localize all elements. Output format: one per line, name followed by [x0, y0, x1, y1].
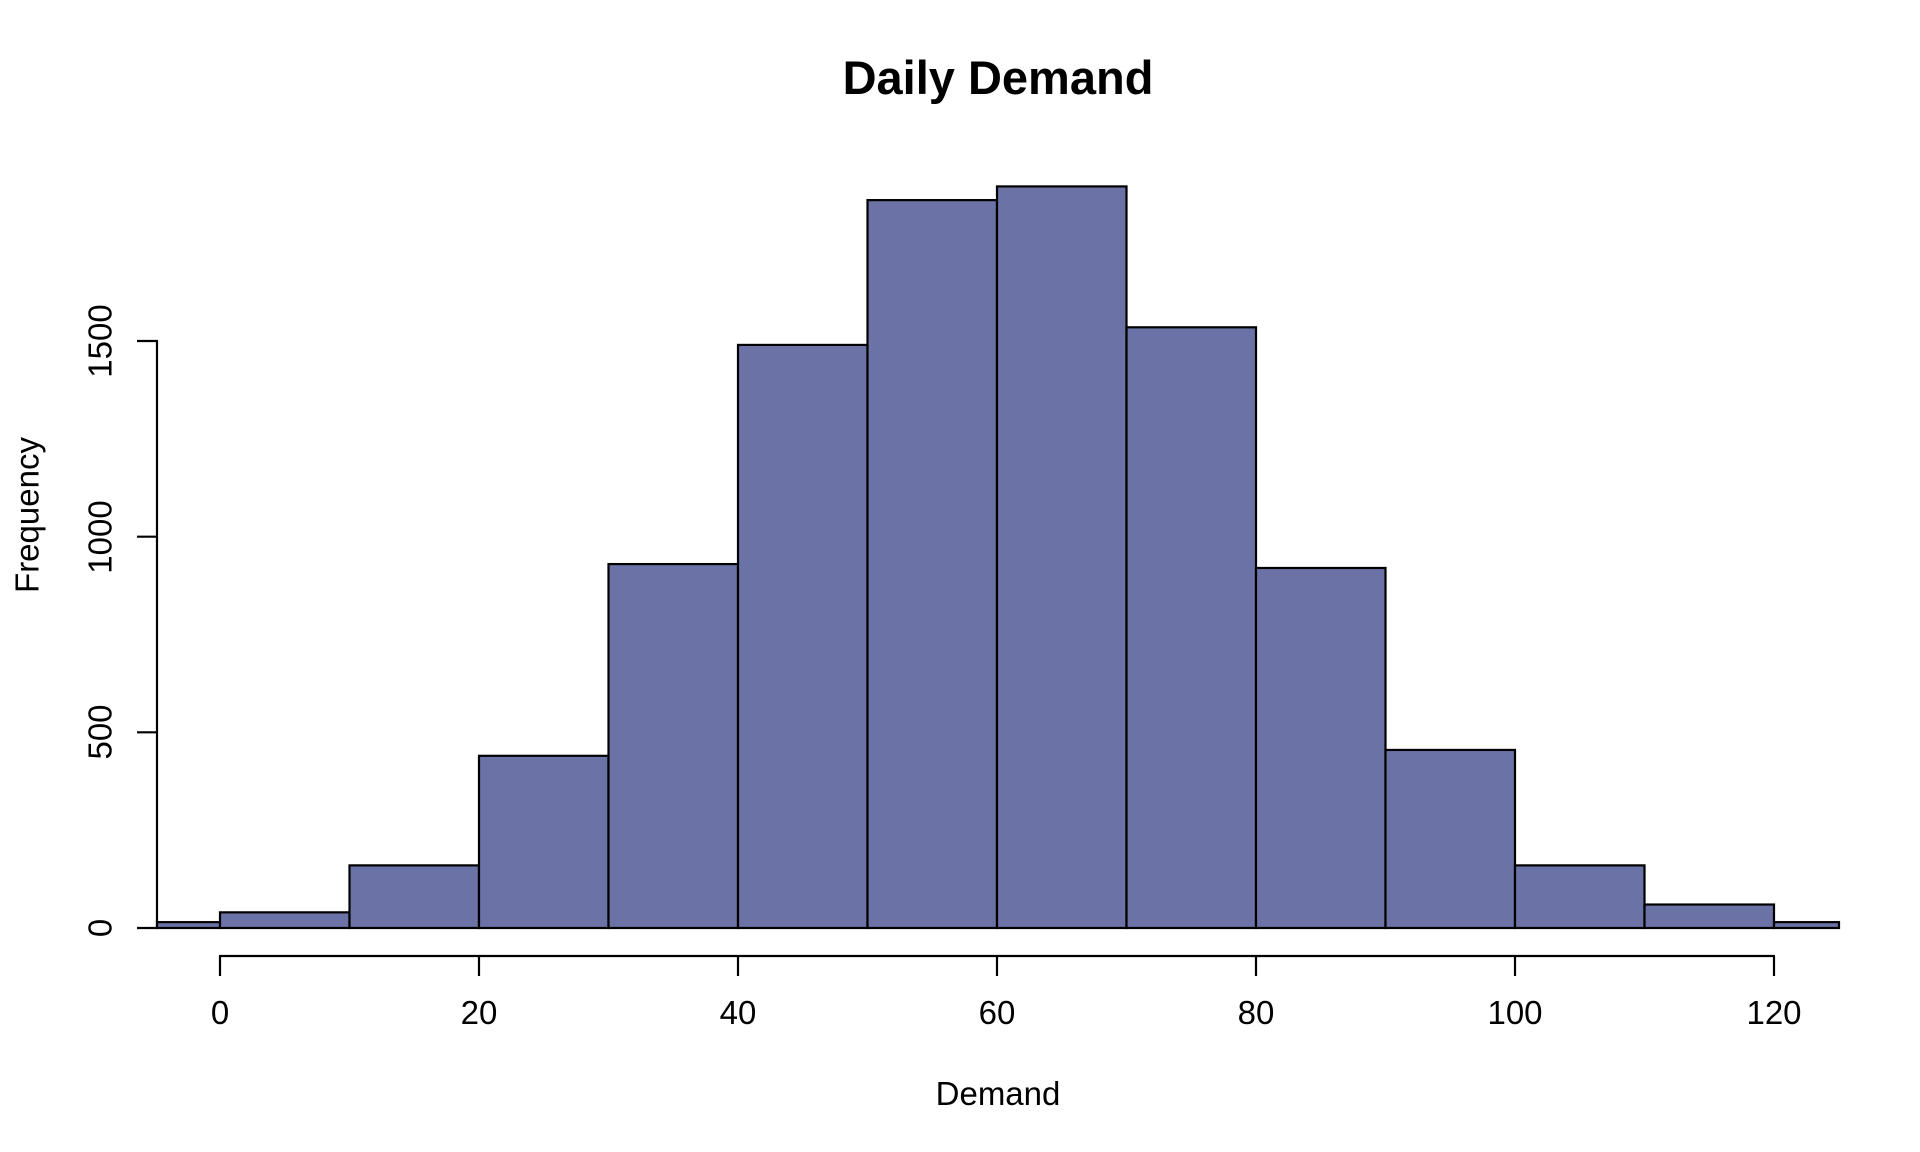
y-tick-label: 0: [81, 918, 119, 938]
histogram-bar: [1254, 566, 1387, 930]
x-tick-label: 100: [1487, 994, 1543, 1031]
histogram-bar: [995, 185, 1128, 930]
histogram-bar: [736, 343, 869, 930]
histogram-bar: [1643, 903, 1776, 930]
histogram-bar: [1513, 864, 1646, 930]
histogram-bar: [477, 754, 610, 930]
y-axis-label: Frequency: [8, 437, 46, 593]
x-tick-label: 0: [210, 994, 230, 1031]
histogram-bar: [218, 911, 351, 930]
histogram-bar: [1125, 326, 1258, 930]
y-tick-label: 1500: [81, 304, 119, 378]
histogram-bar: [1772, 921, 1841, 930]
x-tick-label: 60: [978, 994, 1016, 1031]
y-tick-label: 500: [81, 704, 119, 760]
y-tick-label: 1000: [81, 499, 119, 574]
histogram-bar: [348, 864, 481, 930]
x-axis-label: Demand: [935, 1075, 1061, 1112]
x-tick-label: 120: [1746, 994, 1802, 1031]
histogram-bar: [607, 562, 740, 930]
histogram-bar: [866, 199, 999, 930]
histogram-bar: [155, 921, 222, 930]
chart-title: Daily Demand: [842, 51, 1154, 104]
x-tick-label: 80: [1237, 994, 1275, 1031]
histogram-bar: [1384, 748, 1517, 930]
x-tick-label: 40: [719, 994, 757, 1031]
x-tick-label: 20: [460, 994, 498, 1031]
